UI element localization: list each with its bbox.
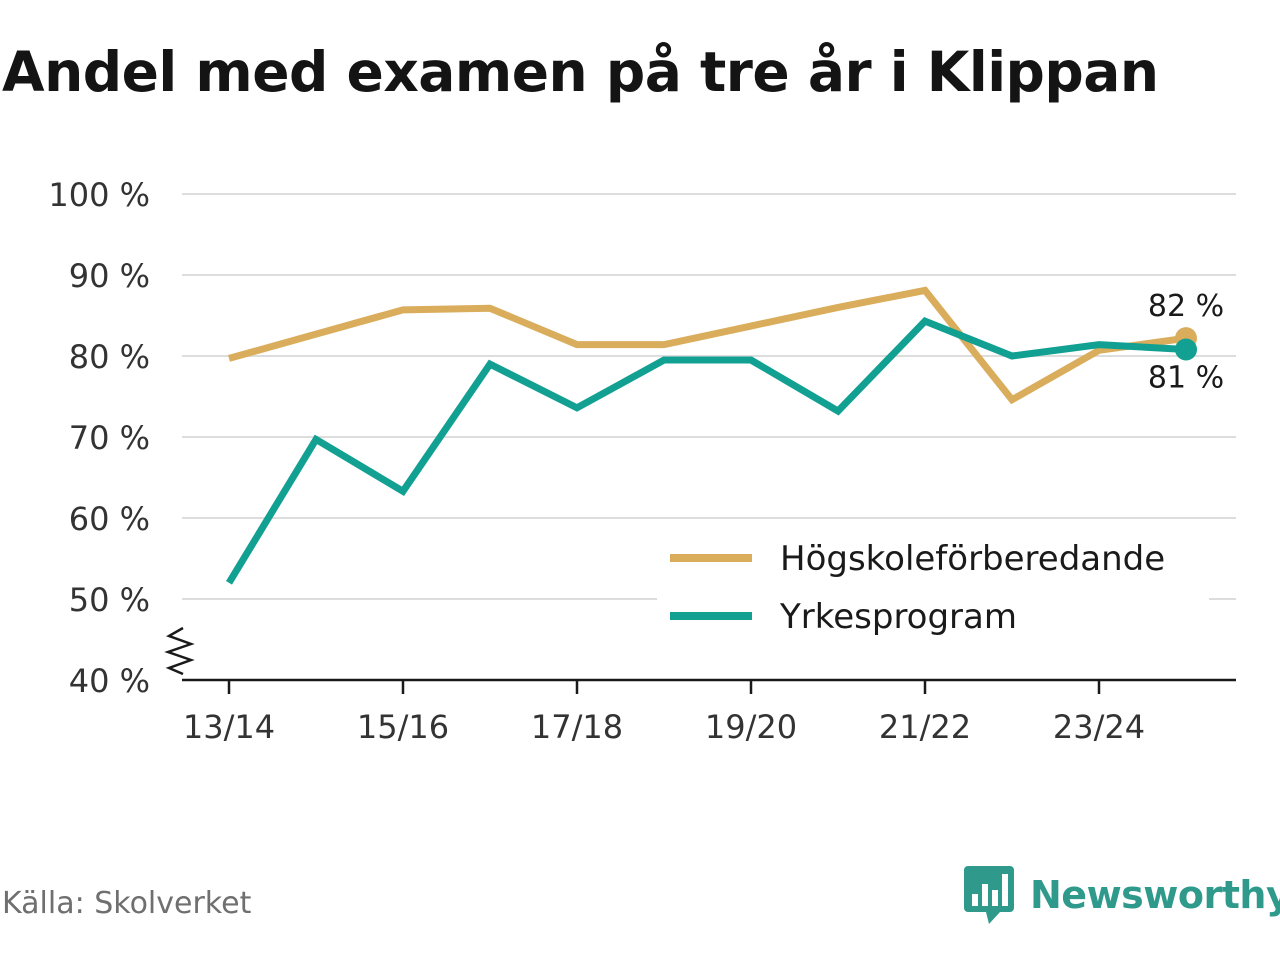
bar-chart-speech-bubble-icon [964, 866, 1014, 924]
grid-lines [182, 193, 1236, 600]
x-tick-label: 17/18 [531, 708, 623, 746]
y-tick-label: 50 % [69, 581, 150, 619]
legend-background [657, 530, 1209, 646]
y-tick-label: 80 % [69, 338, 150, 376]
y-tick-label: 90 % [69, 257, 150, 295]
y-axis-ticks: 40 % 50 % 60 % 70 % 80 % 90 % 100 % [48, 176, 150, 700]
brand-logo: Newsworthy [964, 866, 1280, 924]
y-tick-label: 40 % [69, 662, 150, 700]
y-tick-label: 60 % [69, 500, 150, 538]
series-line [226, 317, 1187, 585]
x-tick-label: 19/20 [705, 708, 797, 746]
series-layer [226, 286, 1197, 585]
series-end-point [1175, 338, 1197, 361]
axis-break-mark [164, 626, 195, 676]
x-tick-label: 21/22 [879, 708, 971, 746]
legend-label: Högskoleförberedande [780, 539, 1165, 579]
y-tick-label: 70 % [69, 419, 150, 457]
x-tick-label: 15/16 [357, 708, 449, 746]
chart-title: Andel med examen på tre år i Klippan [2, 40, 1159, 104]
end-value-label: 81 % [1148, 361, 1224, 396]
end-value-label: 82 % [1148, 289, 1224, 324]
x-axis: 13/14 15/16 17/18 19/20 21/22 23/24 [182, 678, 1236, 746]
end-labels: 82 % 81 % [1148, 289, 1224, 395]
legend-label: Yrkesprogram [779, 597, 1017, 637]
y-tick-label: 100 % [48, 176, 150, 214]
brand-name: Newsworthy [1030, 873, 1280, 917]
x-tick-label: 13/14 [183, 708, 275, 746]
source-note: Källa: Skolverket [2, 886, 252, 921]
x-tick-label: 23/24 [1053, 708, 1145, 746]
series-line [228, 286, 1187, 405]
legend: Högskoleförberedande Yrkesprogram [657, 530, 1209, 646]
